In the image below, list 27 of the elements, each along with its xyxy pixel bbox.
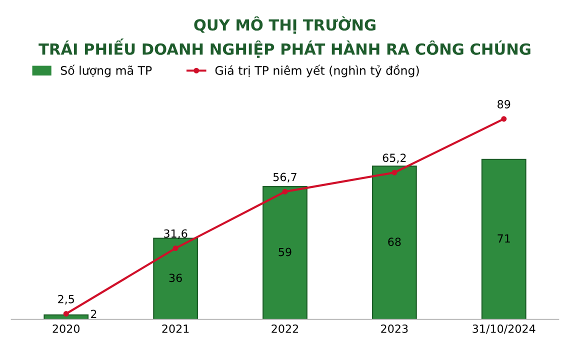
data-label: 56,7 (273, 172, 296, 182)
point (501, 116, 507, 122)
data-label: 2,5 (58, 294, 74, 304)
data-label: 59 (278, 248, 292, 256)
data-label: 2 (91, 310, 96, 318)
data-label: 65,2 (382, 154, 406, 164)
point (392, 170, 398, 176)
point (282, 188, 288, 194)
bar (372, 166, 417, 320)
legend-label: Giá trị TP niêm yết (nghìn tỷ đồng) (215, 64, 419, 78)
x-tick-label: 2023 (381, 324, 408, 333)
x-tick-label: 2022 (272, 324, 298, 333)
data-label: 31,6 (164, 229, 188, 239)
data-label: 89 (498, 100, 510, 108)
data-label: 36 (169, 274, 182, 282)
x-tick-label: 31/10/2024 (472, 324, 536, 334)
point (63, 311, 69, 317)
data-label: 68 (388, 238, 401, 246)
legend-label: Số lượng mã TP (60, 64, 152, 78)
x-tick-label: 2020 (52, 324, 80, 333)
bar (153, 238, 198, 320)
bar (481, 158, 526, 320)
bar (262, 186, 308, 320)
chart-title: QUY MÔ THỊ TRƯỜNG TRÁI PHIẾU DOANH NGHIỆP PHÁT HÀNH RA CÔNG CHÚNG (38, 16, 530, 58)
x-tick-label: 2021 (162, 324, 189, 333)
point (172, 245, 178, 252)
data-label: 71 (498, 234, 510, 243)
